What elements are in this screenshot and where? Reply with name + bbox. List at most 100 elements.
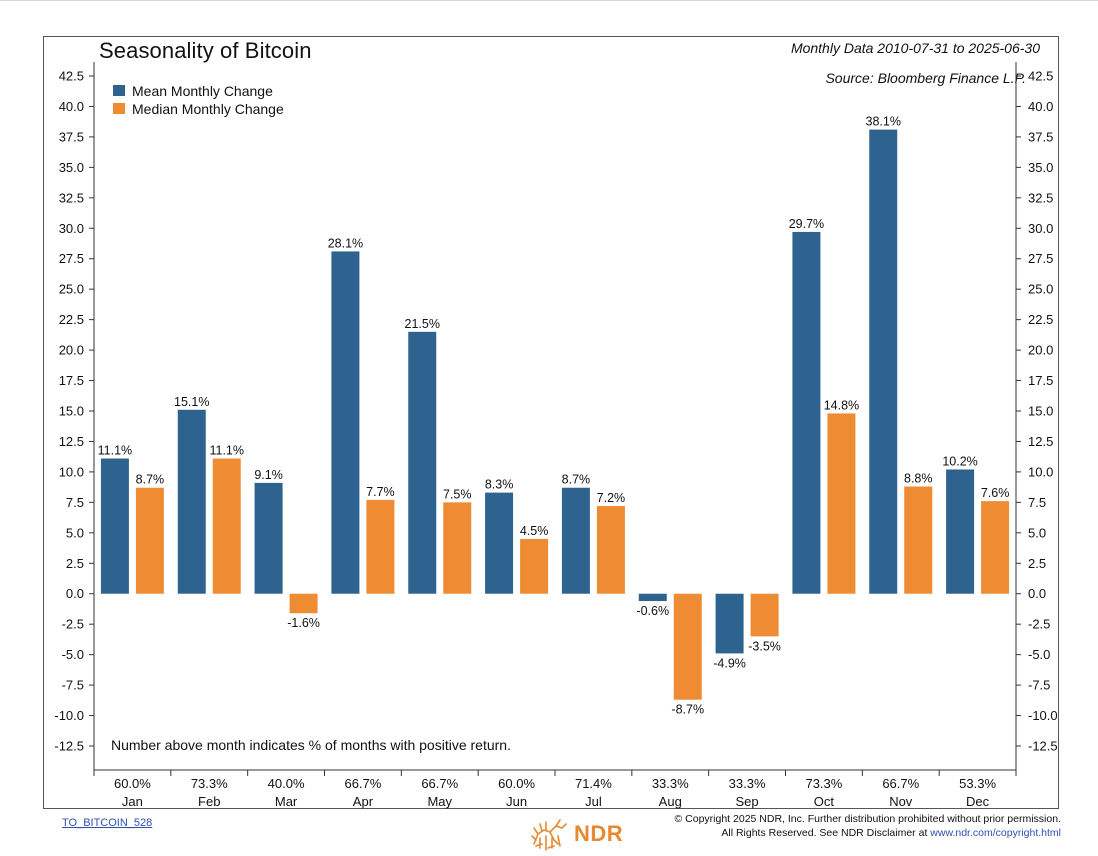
- legend-label-mean: Mean Monthly Change: [132, 82, 273, 99]
- median-label-sep: -3.5%: [748, 639, 781, 653]
- median-bar-may: [443, 502, 472, 594]
- median-label-apr: 7.7%: [366, 485, 395, 499]
- y-tick-label-left: 27.5: [59, 251, 84, 266]
- y-tick-label-right: 12.5: [1028, 434, 1053, 449]
- median-bar-oct: [827, 413, 856, 594]
- y-tick-label-right: 32.5: [1028, 190, 1053, 205]
- y-tick-label-left: 15.0: [59, 404, 84, 419]
- x-tick-label-apr: Apr: [353, 794, 374, 809]
- mean-label-mar: 9.1%: [254, 468, 283, 482]
- median-label-mar: -1.6%: [287, 616, 320, 630]
- y-tick-label-right: -5.0: [1028, 647, 1050, 662]
- bull-and-bear-icon: [531, 819, 567, 851]
- legend: Mean Monthly Change Median Monthly Chang…: [113, 82, 284, 118]
- mean-label-jun: 8.3%: [485, 478, 514, 492]
- copyright-line-2-text: All Rights Reserved. See NDR Disclaimer …: [721, 827, 931, 839]
- x-tick-label-aug: Aug: [659, 794, 682, 809]
- median-bar-sep: [750, 593, 779, 637]
- mean-label-dec: 10.2%: [942, 454, 977, 468]
- date-range: Monthly Data 2010-07-31 to 2025-06-30: [790, 40, 1040, 56]
- mean-bar-nov: [869, 129, 898, 594]
- y-tick-label-right: -10.0: [1028, 708, 1058, 723]
- median-bar-mar: [289, 593, 318, 614]
- positive-pct-mar: 40.0%: [268, 776, 305, 791]
- y-tick-label-right: 30.0: [1028, 221, 1053, 236]
- y-tick-label-left: -5.0: [62, 647, 84, 662]
- copyright-url-link[interactable]: www.ndr.com/copyright.html: [930, 827, 1061, 839]
- x-tick-label-nov: Nov: [889, 794, 913, 809]
- median-label-oct: 14.8%: [824, 398, 859, 412]
- y-tick-label-left: 17.5: [59, 373, 84, 388]
- median-bar-jul: [596, 506, 625, 594]
- x-tick-label-oct: Oct: [814, 794, 835, 809]
- legend-swatch-median: [113, 103, 125, 114]
- mean-label-sep: -4.9%: [713, 656, 746, 670]
- mean-label-jul: 8.7%: [562, 473, 591, 487]
- positive-pct-jan: 60.0%: [114, 776, 151, 791]
- positive-pct-jun: 60.0%: [498, 776, 535, 791]
- y-tick-label-left: 12.5: [59, 434, 84, 449]
- legend-label-median: Median Monthly Change: [132, 100, 284, 117]
- y-tick-label-right: -12.5: [1028, 739, 1058, 754]
- median-label-nov: 8.8%: [904, 472, 933, 486]
- y-tick-label-right: 15.0: [1028, 404, 1053, 419]
- y-tick-label-right: 10.0: [1028, 464, 1053, 479]
- y-tick-label-left: 30.0: [59, 221, 84, 236]
- mean-bar-oct: [792, 231, 821, 594]
- y-tick-label-right: 22.5: [1028, 312, 1053, 327]
- y-tick-label-right: 42.5: [1028, 69, 1053, 84]
- y-tick-label-right: 17.5: [1028, 373, 1053, 388]
- y-tick-label-right: 27.5: [1028, 251, 1053, 266]
- y-tick-label-right: -7.5: [1028, 678, 1050, 693]
- logo-text: NDR: [574, 821, 624, 846]
- y-tick-label-right: 35.0: [1028, 160, 1053, 175]
- legend-item-median: Median Monthly Change: [113, 100, 284, 117]
- mean-label-aug: -0.6%: [636, 604, 669, 618]
- y-tick-label-left: 37.5: [59, 129, 84, 144]
- median-bar-jan: [135, 487, 164, 594]
- y-tick-label-right: -2.5: [1028, 617, 1050, 632]
- y-tick-label-right: 37.5: [1028, 129, 1053, 144]
- x-tick-label-jan: Jan: [122, 794, 143, 809]
- chart-frame: [43, 36, 1059, 809]
- positive-pct-sep: 33.3%: [729, 776, 766, 791]
- mean-bar-feb: [177, 409, 206, 594]
- document-id-link[interactable]: TO_BITCOIN_528: [62, 817, 153, 829]
- y-tick-label-left: 25.0: [59, 282, 84, 297]
- y-tick-label-left: -2.5: [62, 617, 84, 632]
- y-tick-label-left: 32.5: [59, 190, 84, 205]
- positive-pct-feb: 73.3%: [191, 776, 228, 791]
- copyright-line-2: All Rights Reserved. See NDR Disclaimer …: [675, 826, 1061, 840]
- y-tick-label-left: 7.5: [66, 495, 84, 510]
- positive-pct-may: 66.7%: [421, 776, 458, 791]
- y-tick-label-left: 40.0: [59, 99, 84, 114]
- y-tick-label-left: 42.5: [59, 69, 84, 84]
- mean-bar-sep: [715, 593, 744, 654]
- y-tick-label-left: -7.5: [62, 678, 84, 693]
- y-tick-label-left: 20.0: [59, 343, 84, 358]
- median-bar-apr: [366, 499, 395, 594]
- positive-pct-oct: 73.3%: [805, 776, 842, 791]
- y-tick-label-left: 5.0: [66, 525, 84, 540]
- x-tick-label-jun: Jun: [506, 794, 527, 809]
- y-tick-label-right: 20.0: [1028, 343, 1053, 358]
- positive-pct-nov: 66.7%: [882, 776, 919, 791]
- mean-label-oct: 29.7%: [789, 217, 824, 231]
- y-tick-label-left: 10.0: [59, 464, 84, 479]
- median-label-dec: 7.6%: [981, 486, 1010, 500]
- y-tick-label-right: 2.5: [1028, 556, 1046, 571]
- mean-bar-dec: [946, 469, 975, 594]
- y-tick-label-right: 0.0: [1028, 586, 1046, 601]
- median-bar-nov: [904, 486, 933, 594]
- mean-bar-mar: [254, 482, 283, 594]
- mean-bar-may: [408, 331, 437, 594]
- mean-label-nov: 38.1%: [866, 115, 901, 129]
- copyright-line-1: © Copyright 2025 NDR, Inc. Further distr…: [674, 813, 1062, 825]
- positive-pct-jul: 71.4%: [575, 776, 612, 791]
- mean-bar-aug: [638, 593, 667, 602]
- median-label-aug: -8.7%: [671, 703, 704, 717]
- mean-bar-jan: [100, 458, 129, 594]
- copyright-notice: © Copyright 2025 NDR, Inc. Further distr…: [675, 812, 1062, 840]
- mean-label-apr: 28.1%: [328, 236, 363, 250]
